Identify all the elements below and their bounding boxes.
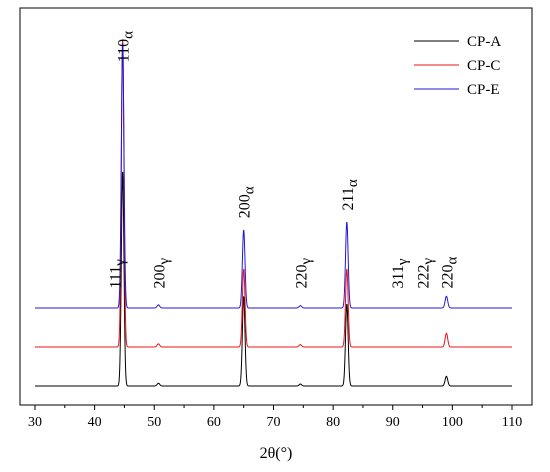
peak-label-phase: γ bbox=[298, 258, 314, 266]
x-tick-label: 90 bbox=[386, 415, 400, 430]
peak-label-hkl: 220 bbox=[293, 265, 310, 289]
peak-label-hkl: 211 bbox=[340, 187, 357, 210]
x-axis-title: 2θ(°) bbox=[260, 445, 293, 462]
series-line-cp-c bbox=[35, 39, 512, 348]
peak-label-hkl: 200 bbox=[237, 194, 254, 218]
x-tick-label: 80 bbox=[326, 415, 340, 430]
peak-label: 220α bbox=[439, 257, 460, 289]
series-line-cp-e bbox=[35, 43, 512, 309]
legend-label-cp-e: CP-E bbox=[467, 82, 500, 98]
peak-label-hkl: 220 bbox=[439, 265, 456, 289]
legend: CP-A CP-C CP-E bbox=[414, 34, 501, 98]
x-tick-label: 60 bbox=[207, 415, 221, 430]
peak-label: 111γ bbox=[107, 259, 128, 289]
plot-area: 30 40 50 60 70 80 90 100 110 bbox=[19, 7, 533, 430]
legend-label-cp-a: CP-A bbox=[467, 34, 501, 50]
peak-label: 311γ bbox=[390, 258, 411, 288]
peak-label: 200α bbox=[237, 186, 258, 218]
peak-label: 200γ bbox=[151, 258, 172, 289]
x-tick-label: 70 bbox=[267, 415, 281, 430]
series-layer bbox=[35, 39, 512, 387]
peak-label-phase: α bbox=[121, 31, 137, 39]
peak-label-hkl: 200 bbox=[151, 265, 168, 289]
peak-label-hkl: 110 bbox=[116, 39, 133, 62]
peak-label-phase: γ bbox=[156, 258, 172, 266]
x-tick-label: 50 bbox=[147, 415, 161, 430]
x-tick-label: 100 bbox=[442, 415, 463, 430]
peak-label-phase: α bbox=[345, 179, 361, 187]
peak-label-phase: γ bbox=[112, 259, 128, 267]
legend-label-cp-c: CP-C bbox=[467, 58, 500, 74]
x-tick-label: 110 bbox=[502, 415, 522, 430]
peak-label-phase: α bbox=[242, 186, 258, 194]
peak-label-phase: α bbox=[444, 257, 460, 265]
peak-label-hkl: 222 bbox=[416, 265, 433, 289]
peak-label-hkl: 311 bbox=[390, 265, 407, 288]
peak-label: 222γ bbox=[416, 258, 437, 289]
peak-label-hkl: 111 bbox=[107, 266, 124, 289]
peak-label-phase: γ bbox=[395, 258, 411, 266]
plot-frame bbox=[19, 7, 533, 406]
x-tick-label: 30 bbox=[28, 415, 42, 430]
peak-label: 211α bbox=[340, 179, 361, 210]
series-line-cp-a bbox=[35, 171, 512, 387]
peak-label-phase: γ bbox=[421, 258, 437, 266]
peak-label: 220γ bbox=[293, 258, 314, 289]
x-tick-label: 40 bbox=[88, 415, 102, 430]
peak-label: 110α bbox=[116, 31, 137, 62]
